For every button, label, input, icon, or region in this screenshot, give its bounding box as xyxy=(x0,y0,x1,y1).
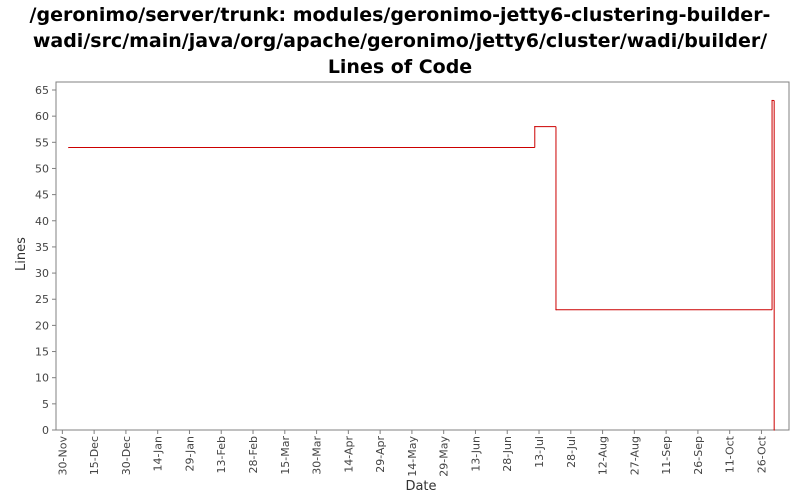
y-tick-label: 65 xyxy=(35,84,49,97)
x-axis: 30-Nov 15-Dec 30-Dec 14-Jan 29-Jan 13-Feb 28-F… xyxy=(56,430,768,477)
series-point xyxy=(771,99,773,102)
plot-area xyxy=(55,81,790,431)
y-tick-label: 15 xyxy=(35,346,49,359)
x-tick-label: 26-Oct xyxy=(755,435,768,473)
series-point xyxy=(773,429,775,431)
x-tick-label: 15-Mar xyxy=(279,436,292,475)
x-tick-label: 13-Jul xyxy=(533,436,546,468)
x-tick-label: 28-Jul xyxy=(565,436,578,468)
chart-title-line-1: /geronimo/server/trunk: modules/geronimo… xyxy=(29,4,771,26)
x-axis-label: Date xyxy=(405,479,436,494)
y-axis: 0 5 10 15 20 25 30 35 40 45 50 55 60 65 xyxy=(35,84,56,437)
x-tick-label: 30-Nov xyxy=(56,436,69,476)
x-tick-label: 29-Apr xyxy=(374,436,387,473)
y-tick-label: 0 xyxy=(42,424,49,437)
x-tick-label: 28-Jun xyxy=(501,436,514,472)
y-tick-label: 25 xyxy=(35,293,49,306)
x-tick-label: 15-Dec xyxy=(88,436,101,475)
y-tick-label: 35 xyxy=(35,241,49,254)
y-tick-label: 60 xyxy=(35,110,49,123)
x-tick-label: 13-Jun xyxy=(469,436,482,472)
x-tick-label: 11-Oct xyxy=(724,435,737,473)
y-tick-label: 50 xyxy=(35,162,49,175)
x-tick-label: 28-Feb xyxy=(247,436,260,473)
x-tick-label: 26-Sep xyxy=(692,436,705,475)
y-axis-label: Lines xyxy=(14,237,29,271)
series-point xyxy=(555,309,557,311)
y-tick-label: 5 xyxy=(42,398,49,411)
series-point xyxy=(68,146,70,149)
y-tick-label: 45 xyxy=(35,189,49,202)
chart-title: /geronimo/server/trunk: modules/geronimo… xyxy=(0,2,800,80)
chart-title-line-3: Lines of Code xyxy=(327,56,473,78)
x-tick-label: 11-Sep xyxy=(660,436,673,475)
series-point xyxy=(534,126,536,128)
x-tick-label: 14-May xyxy=(406,436,419,477)
x-tick-label: 29-May xyxy=(438,436,451,477)
series-layer xyxy=(68,99,775,431)
y-tick-label: 30 xyxy=(35,267,49,280)
y-tick-label: 55 xyxy=(35,136,49,149)
x-tick-label: 14-Apr xyxy=(342,436,355,473)
x-tick-label: 30-Mar xyxy=(311,436,324,475)
x-tick-label: 27-Aug xyxy=(628,436,641,475)
y-tick-label: 10 xyxy=(35,372,49,385)
y-tick-label: 40 xyxy=(35,215,49,228)
x-tick-label: 29-Jan xyxy=(183,436,196,472)
x-tick-label: 12-Aug xyxy=(597,436,610,475)
chart-title-line-2: wadi/src/main/java/org/apache/geronimo/j… xyxy=(32,30,768,52)
x-tick-label: 30-Dec xyxy=(120,436,133,475)
y-tick-label: 20 xyxy=(35,319,49,332)
x-tick-label: 13-Feb xyxy=(215,436,228,473)
x-tick-label: 14-Jan xyxy=(152,436,165,472)
